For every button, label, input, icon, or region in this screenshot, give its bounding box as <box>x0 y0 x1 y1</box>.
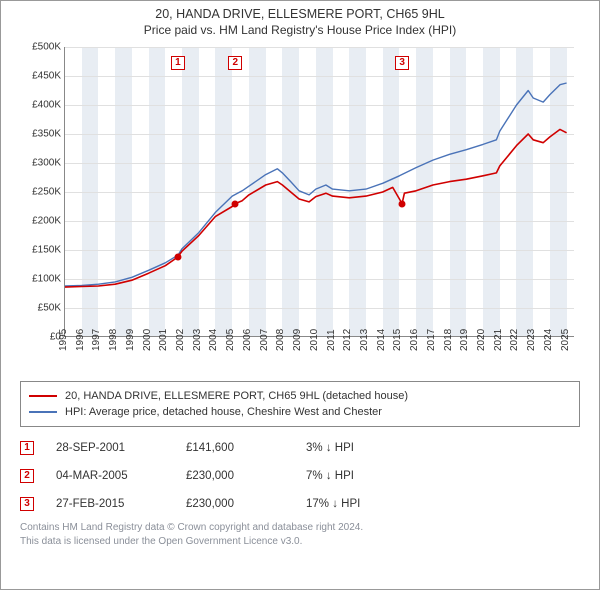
x-tick-label: 2012 <box>342 335 353 351</box>
x-tick-label: 2001 <box>158 335 169 351</box>
event-row: 3 27-FEB-2015£230,00017% ↓ HPI <box>20 493 580 515</box>
y-tick-label: £400K <box>21 100 61 111</box>
x-tick-label: 2013 <box>359 335 370 351</box>
event-price: £230,000 <box>186 470 306 482</box>
y-tick-label: £200K <box>21 216 61 227</box>
y-tick-label: £500K <box>21 42 61 53</box>
x-tick-label: 2019 <box>459 335 470 351</box>
event-diff: 3% ↓ HPI <box>306 442 426 454</box>
x-tick-label: 2014 <box>376 335 387 351</box>
marker-flag: 3 <box>395 56 409 70</box>
chart-area: £0 £50K £100K £150K £200K £250K £300K £350K £400… <box>20 43 580 373</box>
y-tick-label: £450K <box>21 71 61 82</box>
y-tick-label: £0 <box>21 332 61 343</box>
legend-swatch <box>29 411 57 413</box>
marker-dot <box>399 200 406 207</box>
x-tick-label: 2015 <box>392 335 403 351</box>
x-tick-label: 2024 <box>543 335 554 351</box>
x-tick-label: 2022 <box>509 335 520 351</box>
plot-region: £0£50K£100K£150K£200K£250K£300K£350K£400… <box>64 47 574 337</box>
series-svg <box>65 47 575 337</box>
x-tick-label: 2016 <box>409 335 420 351</box>
title-block: 20, HANDA DRIVE, ELLESMERE PORT, CH65 9H… <box>13 7 587 37</box>
x-tick-label: 1998 <box>108 335 119 351</box>
x-tick-label: 1999 <box>125 335 136 351</box>
event-date: 28-SEP-2001 <box>56 442 186 454</box>
y-tick-label: £250K <box>21 187 61 198</box>
event-price: £141,600 <box>186 442 306 454</box>
x-tick-label: 2020 <box>476 335 487 351</box>
event-price: £230,000 <box>186 498 306 510</box>
event-row: 1 28-SEP-2001£141,6003% ↓ HPI <box>20 437 580 459</box>
event-date: 27-FEB-2015 <box>56 498 186 510</box>
chart-subtitle: Price paid vs. HM Land Registry's House … <box>13 23 587 37</box>
attribution-line: This data is licensed under the Open Gov… <box>20 535 580 549</box>
y-tick-label: £300K <box>21 158 61 169</box>
x-tick-label: 2000 <box>142 335 153 351</box>
event-marker: 2 <box>20 469 34 483</box>
x-tick-label: 2007 <box>259 335 270 351</box>
attribution-line: Contains HM Land Registry data © Crown c… <box>20 521 580 535</box>
x-tick-label: 2002 <box>175 335 186 351</box>
legend-item: HPI: Average price, detached house, Ches… <box>29 404 571 420</box>
x-tick-label: 2025 <box>560 335 571 351</box>
legend-swatch <box>29 395 57 397</box>
x-tick-label: 2018 <box>443 335 454 351</box>
series-line <box>65 83 567 286</box>
legend-item: 20, HANDA DRIVE, ELLESMERE PORT, CH65 9H… <box>29 388 571 404</box>
x-tick-label: 2004 <box>208 335 219 351</box>
x-tick-label: 1996 <box>75 335 86 351</box>
x-tick-label: 2003 <box>192 335 203 351</box>
y-tick-label: £100K <box>21 274 61 285</box>
x-tick-label: 2008 <box>275 335 286 351</box>
event-diff: 17% ↓ HPI <box>306 498 426 510</box>
legend-label: HPI: Average price, detached house, Ches… <box>65 406 382 418</box>
y-tick-label: £150K <box>21 245 61 256</box>
x-tick-label: 1997 <box>91 335 102 351</box>
event-marker: 1 <box>20 441 34 455</box>
x-tick-label: 2005 <box>225 335 236 351</box>
x-tick-label: 1995 <box>58 335 69 351</box>
y-tick-label: £50K <box>21 303 61 314</box>
marker-flag: 1 <box>171 56 185 70</box>
x-tick-label: 2010 <box>309 335 320 351</box>
chart-container: 20, HANDA DRIVE, ELLESMERE PORT, CH65 9H… <box>0 0 600 590</box>
y-tick-label: £350K <box>21 129 61 140</box>
marker-dot <box>174 253 181 260</box>
event-row: 2 04-MAR-2005£230,0007% ↓ HPI <box>20 465 580 487</box>
marker-flag: 2 <box>228 56 242 70</box>
event-table: 1 28-SEP-2001£141,6003% ↓ HPI 2 04-MAR-2005… <box>20 437 580 515</box>
x-tick-label: 2023 <box>526 335 537 351</box>
x-tick-label: 2009 <box>292 335 303 351</box>
x-tick-label: 2021 <box>493 335 504 351</box>
legend: 20, HANDA DRIVE, ELLESMERE PORT, CH65 9H… <box>20 381 580 427</box>
chart-title: 20, HANDA DRIVE, ELLESMERE PORT, CH65 9H… <box>13 7 587 21</box>
x-tick-label: 2006 <box>242 335 253 351</box>
event-diff: 7% ↓ HPI <box>306 470 426 482</box>
event-marker: 3 <box>20 497 34 511</box>
marker-dot <box>232 200 239 207</box>
x-tick-label: 2017 <box>426 335 437 351</box>
event-date: 04-MAR-2005 <box>56 470 186 482</box>
legend-label: 20, HANDA DRIVE, ELLESMERE PORT, CH65 9H… <box>65 390 408 402</box>
x-tick-label: 2011 <box>326 335 337 351</box>
attribution: Contains HM Land Registry data © Crown c… <box>20 521 580 548</box>
series-line <box>65 129 567 287</box>
